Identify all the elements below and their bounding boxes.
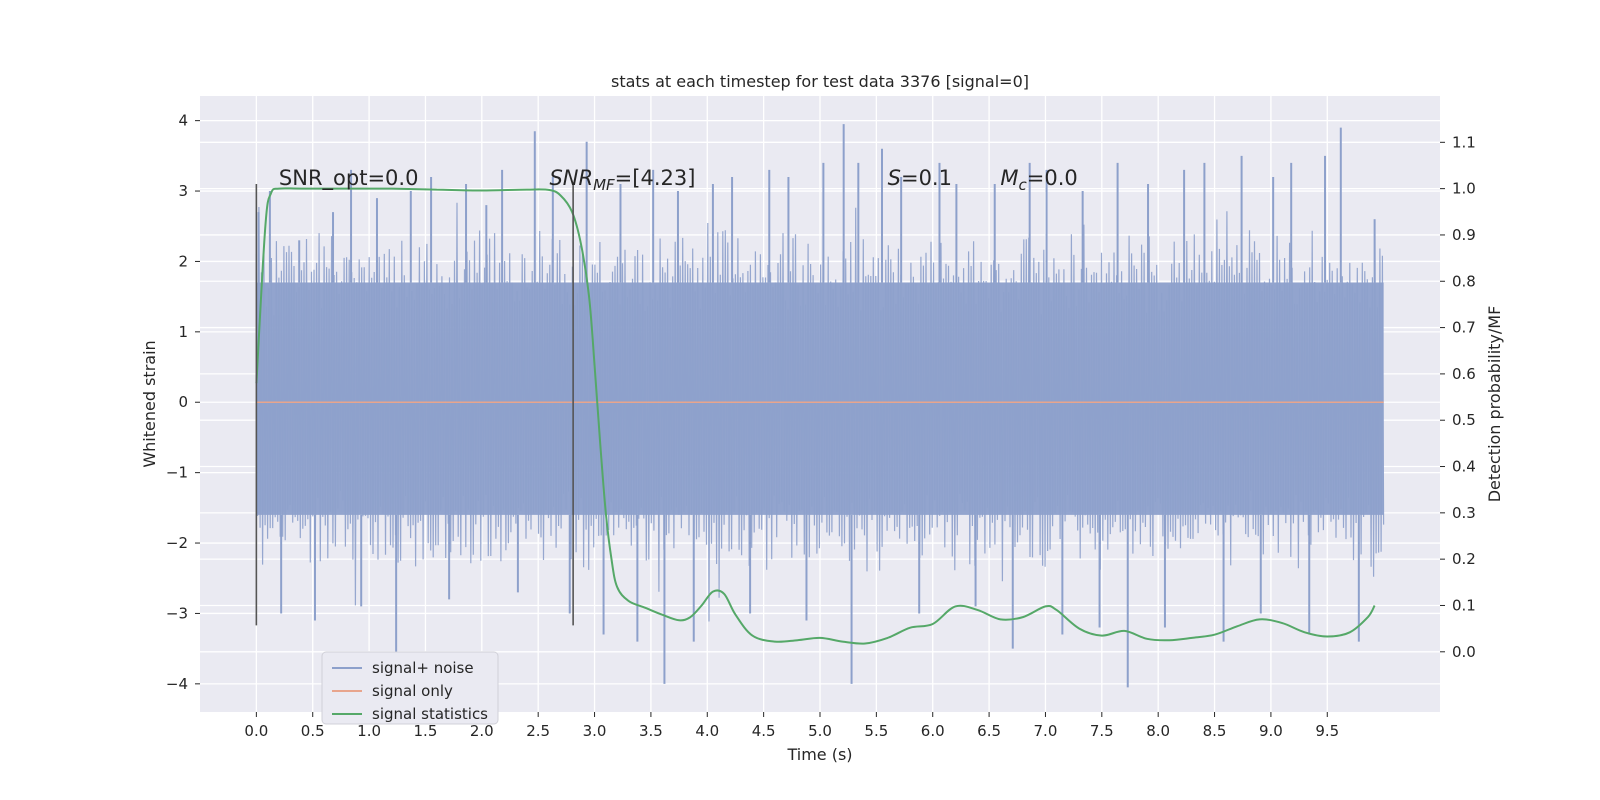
x-tick-label: 7.5 bbox=[1090, 722, 1114, 740]
annotation-base: SNR_opt=0.0 bbox=[279, 166, 419, 191]
x-tick-label: 0.5 bbox=[301, 722, 325, 740]
x-tick-label: 2.5 bbox=[526, 722, 550, 740]
chart-title: stats at each timestep for test data 337… bbox=[611, 72, 1029, 91]
noise-series bbox=[255, 124, 1385, 688]
annotation-base: S bbox=[888, 166, 901, 190]
y-tick-label: −3 bbox=[166, 604, 188, 622]
annotation-subscript: c bbox=[1018, 176, 1027, 194]
y2-tick-label: 0.8 bbox=[1452, 272, 1476, 290]
y2-tick-label: 0.7 bbox=[1452, 319, 1476, 337]
y-tick-label: 3 bbox=[178, 182, 188, 200]
annotation-base: M bbox=[1000, 166, 1018, 190]
y2-tick-label: 0.6 bbox=[1452, 365, 1476, 383]
x-tick-label: 2.0 bbox=[470, 722, 494, 740]
annotation-value: =0.0 bbox=[1027, 166, 1078, 190]
annotation-text: S=0.1 bbox=[888, 166, 952, 190]
y2-axis-title: Detection probability/MF bbox=[1485, 306, 1504, 503]
legend-label: signal only bbox=[372, 682, 453, 700]
y2-tick-label: 0.4 bbox=[1452, 458, 1476, 476]
x-tick-label: 6.5 bbox=[977, 722, 1001, 740]
legend: signal+ noise signal only signal statistic… bbox=[321, 651, 499, 725]
annotations: SNR_opt=0.0 SNRMF=[4.23] S=0.1 Mc=0.0 bbox=[279, 166, 1078, 194]
annotation-text: Mc=0.0 bbox=[1000, 166, 1077, 194]
x-axis: 0.0 0.5 1.0 1.5 2.0 2.5 3.0 3.5 4.0 4.5 5.0 5.5 6.0 6… bbox=[244, 712, 1339, 740]
y-tick-label: −4 bbox=[166, 675, 188, 693]
y2-tick-label: 1.1 bbox=[1452, 133, 1476, 151]
annotation-base: SNR bbox=[549, 166, 593, 190]
y-tick-label: −2 bbox=[166, 534, 188, 552]
x-tick-label: 3.0 bbox=[583, 722, 607, 740]
vertical-markers bbox=[255, 184, 574, 626]
x-tick-label: 9.0 bbox=[1259, 722, 1283, 740]
x-tick-label: 4.5 bbox=[752, 722, 776, 740]
y2-tick-label: 0.5 bbox=[1452, 411, 1476, 429]
x-tick-label: 1.0 bbox=[357, 722, 381, 740]
annotation-text: SNRMF=[4.23] bbox=[549, 166, 695, 194]
line-series bbox=[255, 187, 1384, 645]
x-tick-label: 6.0 bbox=[921, 722, 945, 740]
x-tick-label: 8.0 bbox=[1146, 722, 1170, 740]
annotation-value: =0.1 bbox=[901, 166, 952, 190]
y-tick-label: 4 bbox=[178, 112, 188, 130]
x-tick-label: 5.0 bbox=[808, 722, 832, 740]
x-tick-label: 1.5 bbox=[414, 722, 438, 740]
y-axis-right: 1.1 1.0 0.9 0.8 0.7 0.6 0.5 0.4 0.3 0.2 0.1 0.0 bbox=[1440, 133, 1476, 661]
x-tick-label: 8.5 bbox=[1203, 722, 1227, 740]
y-axis-title: Whitened strain bbox=[140, 340, 159, 467]
y2-tick-label: 0.0 bbox=[1452, 643, 1476, 661]
y2-tick-label: 0.2 bbox=[1452, 550, 1476, 568]
signal-noise-band bbox=[256, 282, 1384, 515]
y-axis-left: 4 3 2 1 0 −1 −2 −3 −4 bbox=[166, 112, 200, 693]
y-tick-label: 1 bbox=[178, 323, 188, 341]
y-tick-label: −1 bbox=[166, 464, 188, 482]
annotation-subscript: MF bbox=[593, 176, 615, 194]
x-tick-label: 0.0 bbox=[244, 722, 268, 740]
x-tick-label: 9.5 bbox=[1315, 722, 1339, 740]
y2-tick-label: 0.3 bbox=[1452, 504, 1476, 522]
legend-box bbox=[321, 651, 499, 725]
annotation-text: SNR_opt=0.0 bbox=[279, 166, 419, 191]
x-tick-label: 3.5 bbox=[639, 722, 663, 740]
y2-tick-label: 0.9 bbox=[1452, 226, 1476, 244]
x-tick-label: 5.5 bbox=[864, 722, 888, 740]
y-tick-label: 2 bbox=[178, 252, 188, 270]
y2-tick-label: 0.1 bbox=[1452, 596, 1476, 614]
signal-statistics-line bbox=[255, 187, 1376, 645]
x-tick-label: 7.0 bbox=[1034, 722, 1058, 740]
x-tick-label: 4.0 bbox=[695, 722, 719, 740]
legend-label: signal+ noise bbox=[372, 659, 474, 677]
y-tick-label: 0 bbox=[178, 393, 188, 411]
y2-tick-label: 1.0 bbox=[1452, 180, 1476, 198]
legend-label: signal statistics bbox=[372, 705, 488, 723]
annotation-value: =[4.23] bbox=[615, 166, 696, 190]
x-axis-title: Time (s) bbox=[786, 745, 852, 764]
